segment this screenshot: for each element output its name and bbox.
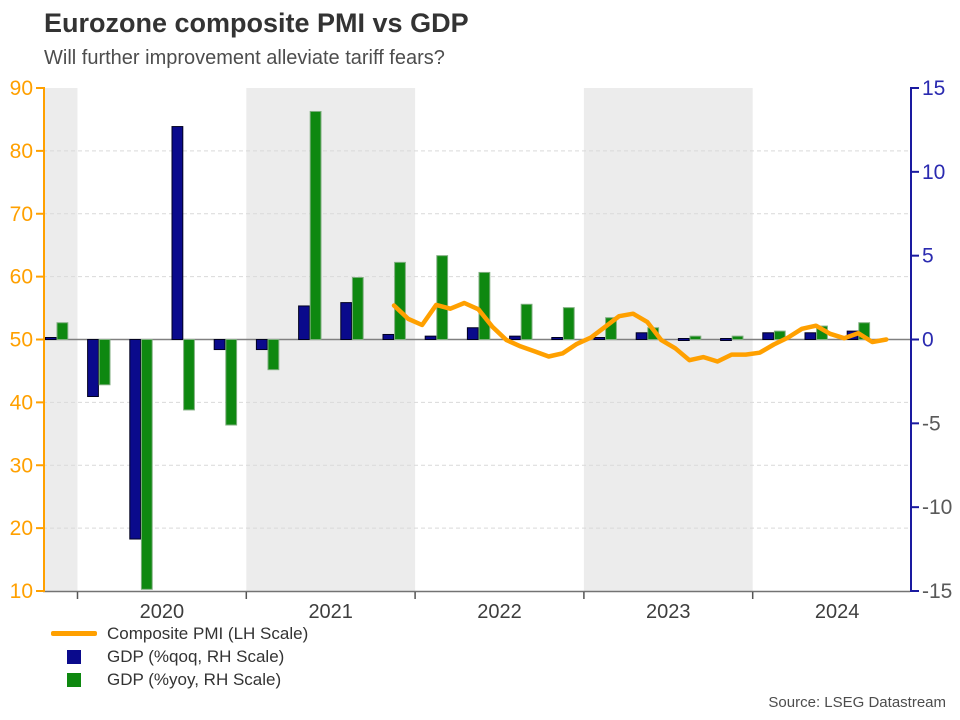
gdp-qoq-bar (677, 338, 690, 341)
legend-item: GDP (%yoy, RH Scale) (50, 668, 308, 691)
gdp-qoq-bar (87, 339, 99, 398)
left-axis-label: 10 (10, 580, 33, 603)
right-axis-label: -10 (922, 496, 952, 519)
legend-swatch-color (51, 631, 97, 636)
gdp-qoq-bar (382, 333, 395, 341)
gdp-yoy-bar (309, 110, 322, 341)
left-axis-label: 50 (10, 329, 33, 352)
legend-swatch-color (67, 649, 81, 664)
gdp-qoq-bar (509, 335, 521, 341)
legend-label: GDP (%yoy, RH Scale) (107, 669, 282, 689)
right-axis-label: -5 (922, 412, 941, 435)
gdp-qoq-bar (635, 332, 648, 341)
legend-label: GDP (%qoq, RH Scale) (107, 646, 285, 666)
right-axis-label: 5 (922, 245, 934, 268)
year-label: 2024 (815, 601, 860, 623)
year-label: 2020 (140, 601, 185, 623)
right-axis-label: 0 (922, 329, 934, 352)
gdp-yoy-bar (56, 322, 69, 341)
gdp-qoq-bar (466, 327, 479, 341)
gdp-yoy-bar (478, 271, 491, 340)
right-axis-label: 10 (922, 161, 945, 184)
gdp-yoy-bar (689, 335, 702, 341)
gdp-qoq-bar (298, 305, 310, 341)
gdp-qoq-bar (129, 339, 142, 540)
legend-swatch-color (67, 672, 81, 687)
left-axis-label: 70 (10, 203, 33, 226)
legend-square-swatch (50, 672, 98, 687)
gdp-yoy-bar (225, 339, 238, 426)
chart-subtitle: Will further improvement alleviate tarif… (44, 47, 445, 69)
year-label: 2021 (308, 601, 353, 623)
year-label: 2023 (646, 601, 691, 623)
legend-item: GDP (%qoq, RH Scale) (50, 645, 308, 668)
gdp-yoy-bar (267, 339, 280, 371)
gdp-qoq-bar (804, 332, 817, 341)
gdp-yoy-bar (140, 339, 153, 590)
gdp-yoy-bar (98, 339, 111, 386)
legend-label: Composite PMI (LH Scale) (107, 623, 309, 643)
year-label: 2022 (477, 601, 522, 623)
gdp-yoy-bar (562, 307, 575, 341)
gdp-yoy-bar (351, 276, 364, 341)
legend-square-swatch (50, 649, 98, 664)
gdp-qoq-bar (171, 126, 184, 340)
gdp-qoq-bar (551, 337, 564, 340)
chart-legend: Composite PMI (LH Scale) GDP (%qoq, RH Sc… (50, 622, 308, 691)
left-axis-label: 40 (10, 391, 33, 414)
gdp-yoy-bar (436, 255, 449, 341)
pmi-line (391, 300, 889, 364)
source-credit: Source: LSEG Datastream (768, 694, 946, 711)
gdp-qoq-bar (44, 337, 57, 340)
gdp-yoy-bar (394, 261, 406, 340)
gdp-qoq-bar (593, 337, 606, 340)
right-axis-label: -15 (922, 580, 952, 603)
legend-line-swatch (50, 631, 98, 636)
chart-canvas: 2020 2021 2022 2023 202490807060504030201015… (10, 77, 953, 623)
gdp-yoy-bar (520, 303, 533, 341)
left-axis-label: 90 (10, 77, 33, 100)
gdp-qoq-bar (762, 332, 775, 341)
left-axis-label: 30 (10, 454, 33, 477)
gdp-qoq-bar (424, 335, 437, 341)
left-axis-label: 60 (10, 266, 33, 289)
right-axis-label: 15 (922, 77, 945, 100)
left-axis-label: 80 (10, 140, 33, 163)
gdp-yoy-bar (183, 339, 195, 411)
legend-item: Composite PMI (LH Scale) (50, 622, 308, 645)
gdp-qoq-bar (340, 302, 353, 341)
gdp-qoq-bar (213, 339, 226, 351)
gdp-qoq-bar (720, 338, 732, 341)
chart-title: Eurozone composite PMI vs GDP (44, 8, 469, 38)
gdp-yoy-bar (731, 335, 744, 341)
left-axis-label: 20 (10, 517, 33, 540)
gdp-qoq-bar (255, 339, 268, 351)
